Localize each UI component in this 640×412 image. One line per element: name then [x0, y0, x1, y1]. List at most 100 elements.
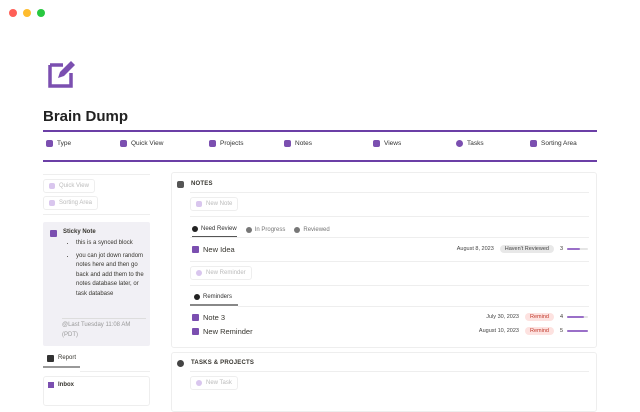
divider: [190, 261, 589, 262]
quick-view-button[interactable]: Quick View: [43, 179, 95, 193]
divider: [190, 192, 589, 193]
row-name: Note 3: [203, 312, 226, 322]
check-circle-icon: [456, 140, 463, 147]
divider: [238, 306, 589, 307]
table-row[interactable]: Note 3 July 30, 2023 Remind 4: [192, 311, 588, 323]
row-name: New Idea: [203, 244, 235, 254]
note-icon: [192, 245, 199, 253]
button-label: Sorting Area: [59, 200, 93, 206]
shapes-icon: [530, 140, 537, 147]
notes-section-icon: [177, 181, 184, 188]
nav-tasks[interactable]: Tasks: [456, 140, 484, 147]
sticky-item: this is a synced block: [76, 239, 148, 249]
nav-label: Type: [57, 140, 72, 147]
quick-view-icon: [120, 140, 127, 147]
nav-notes[interactable]: Notes: [284, 140, 312, 147]
sticky-note: Sticky Note this is a synced block you c…: [43, 222, 150, 346]
sticky-item: you can jot down random notes here and t…: [76, 252, 148, 300]
table-row[interactable]: New Reminder August 10, 2023 Remind 5: [192, 325, 588, 337]
check-circle-icon: [196, 380, 202, 386]
minimize-button[interactable]: [23, 9, 31, 17]
row-date: July 30, 2023: [486, 314, 519, 320]
sticky-title: Sticky Note: [63, 229, 96, 235]
row-date: August 10, 2023: [478, 328, 519, 334]
button-label: Quick View: [59, 183, 89, 189]
tab-report[interactable]: Report: [43, 355, 80, 368]
inbox-icon: [48, 382, 54, 388]
grid-icon: [373, 140, 380, 147]
nav-label: Tasks: [467, 140, 484, 147]
reminders-tabs: Reminders: [190, 294, 238, 306]
zoom-button[interactable]: [37, 9, 45, 17]
notes-heading: NOTES: [191, 181, 213, 187]
progress-bar: [567, 330, 588, 332]
tag-icon: [46, 140, 53, 147]
window-controls: [9, 9, 45, 17]
divider: [190, 285, 589, 286]
nav-type[interactable]: Type: [46, 140, 71, 147]
inbox-label: Inbox: [58, 382, 74, 388]
close-button[interactable]: [9, 9, 17, 17]
row-value: 4: [559, 314, 563, 320]
tab-label: Report: [57, 355, 76, 361]
tab-label: Reminders: [203, 294, 233, 300]
new-reminder-button[interactable]: New Reminder: [190, 266, 252, 280]
nav-sorting-area[interactable]: Sorting Area: [530, 140, 577, 147]
tab-in-progress[interactable]: In Progress: [245, 226, 286, 238]
nav-label: Notes: [295, 140, 312, 147]
note-icon: [192, 313, 199, 321]
row-value: 3: [559, 246, 563, 252]
alert-icon: [192, 226, 198, 232]
sorting-area-button[interactable]: Sorting Area: [43, 196, 99, 210]
status-badge: Remind: [524, 313, 554, 321]
nav-quick-view[interactable]: Quick View: [120, 140, 163, 147]
row-name: New Reminder: [203, 326, 253, 336]
divider: [80, 371, 150, 372]
nav-label: Sorting Area: [541, 140, 577, 147]
quick-view-icon: [49, 183, 55, 189]
divider: [43, 160, 597, 162]
progress-icon: [245, 227, 252, 233]
new-note-button[interactable]: New Note: [190, 197, 239, 211]
tab-reminders[interactable]: Reminders: [190, 294, 238, 306]
new-task-button[interactable]: New Task: [190, 376, 238, 390]
button-label: New Reminder: [206, 270, 246, 276]
nav-projects[interactable]: Projects: [209, 140, 243, 147]
divider: [43, 174, 150, 175]
edit-square-icon: [48, 61, 75, 88]
row-value: 5: [559, 328, 563, 334]
divider: [190, 371, 589, 372]
reminder-icon: [194, 294, 200, 300]
button-label: New Task: [206, 380, 232, 386]
table-row[interactable]: New Idea August 8, 2023 Haven't Reviewed…: [192, 243, 588, 255]
divider: [190, 237, 589, 238]
nav-views[interactable]: Views: [373, 140, 401, 147]
check-circle-icon: [177, 360, 184, 367]
nav-bar: Type Quick View Projects Notes Views Tas…: [43, 140, 597, 154]
divider: [43, 130, 597, 132]
inbox-card[interactable]: Inbox: [43, 376, 150, 406]
tab-label: In Progress: [254, 227, 286, 233]
tab-reviewed[interactable]: Reviewed: [294, 226, 330, 238]
divider: [190, 216, 589, 217]
row-date: August 8, 2023: [456, 246, 494, 252]
sticky-timestamp[interactable]: @Last Tuesday 11:08 AM (PDT): [62, 318, 146, 340]
button-label: New Note: [206, 201, 233, 207]
tab-label: Need Review: [201, 226, 237, 232]
table-icon: [47, 355, 54, 362]
plus-circle-icon: [196, 270, 202, 276]
status-badge: Remind: [524, 327, 554, 335]
page-title: Brain Dump: [43, 108, 129, 125]
divider: [43, 214, 150, 215]
document-icon: [284, 140, 291, 147]
edit-icon: [196, 201, 202, 207]
nav-label: Views: [384, 140, 402, 147]
note-icon: [192, 327, 199, 335]
stack-icon: [209, 140, 216, 147]
shapes-icon: [49, 200, 55, 206]
progress-bar: [567, 316, 588, 318]
check-circle-icon: [294, 227, 301, 233]
nav-label: Quick View: [131, 140, 164, 147]
note-icon: [50, 230, 57, 237]
notes-panel: [171, 172, 597, 348]
